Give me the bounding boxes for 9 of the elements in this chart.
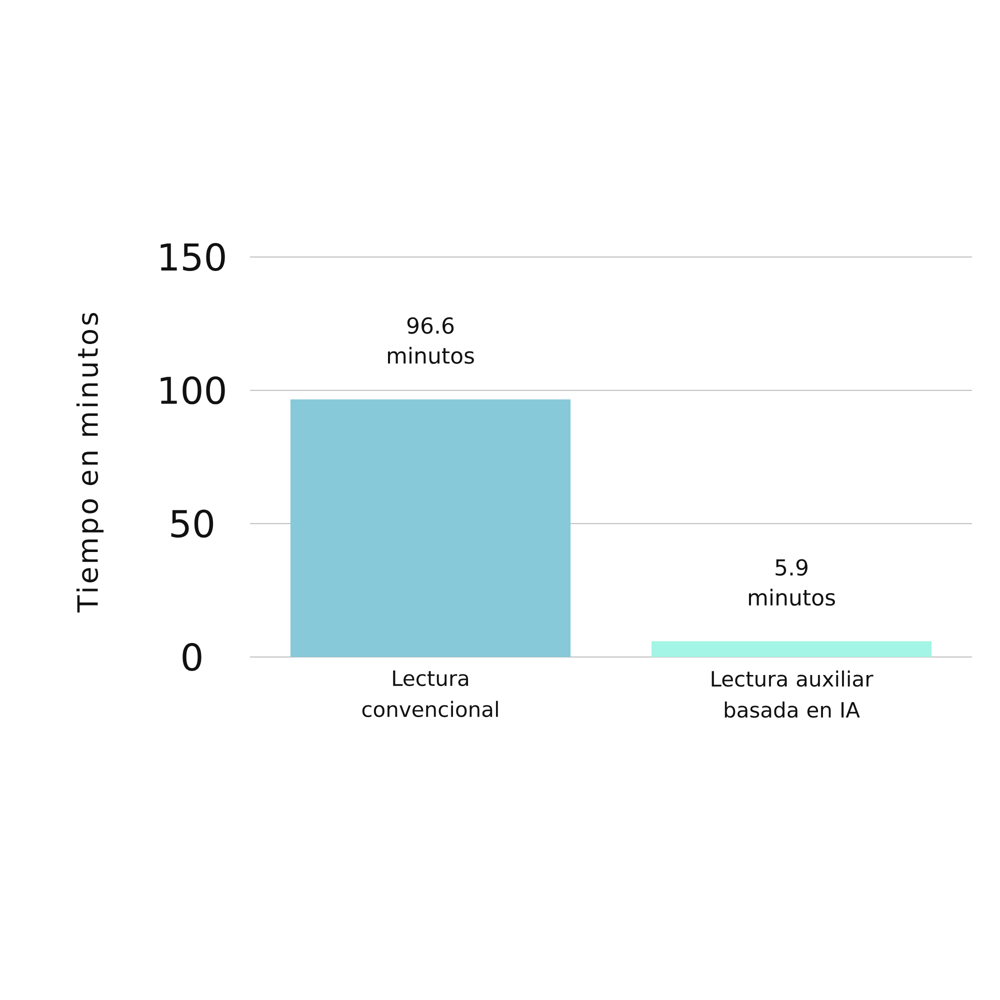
y-tick-label: 50 (171, 510, 214, 538)
data-label: 96.6 minutos (388, 317, 474, 364)
y-tick-label: 100 (160, 376, 225, 404)
y-tick-label: 150 (160, 242, 225, 271)
x-tick-label: Lectura convencional (362, 670, 498, 718)
x-tick-label: Lectura auxiliar basada en IA (712, 670, 874, 718)
y-axis-title: Tiempo en minutos (76, 312, 104, 612)
data-label: 5.9 minutos (749, 559, 835, 606)
y-tick-label: 0 (182, 643, 202, 671)
